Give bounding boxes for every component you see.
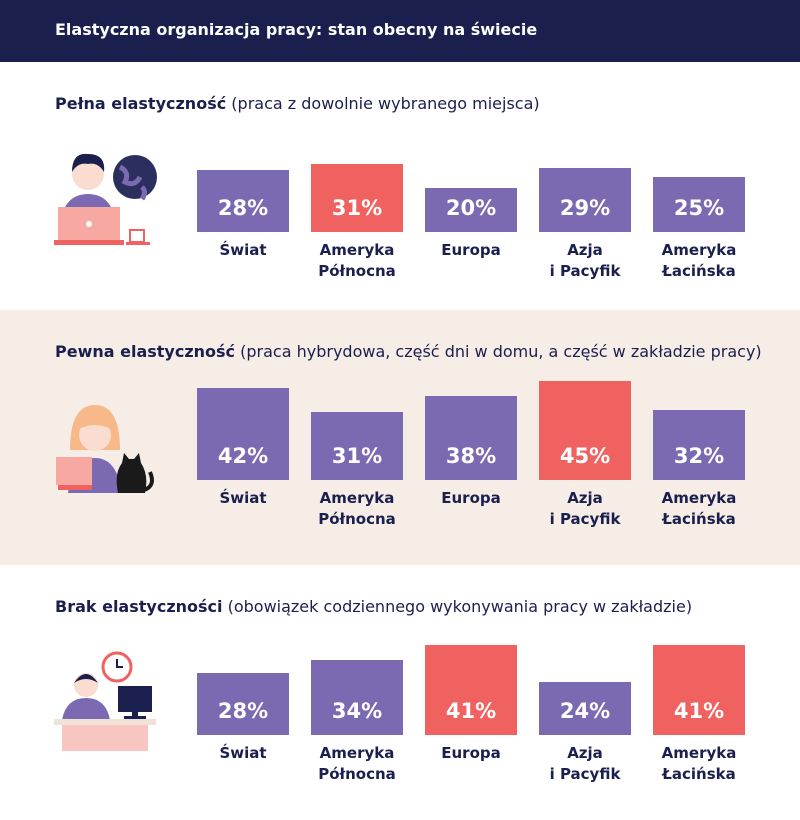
bar [539, 682, 631, 735]
category-label: Świat [219, 241, 267, 259]
header: Elastyczna organizacja pracy: stan obecn… [0, 0, 800, 62]
value-label: 34% [331, 699, 383, 723]
value-label: 28% [217, 196, 269, 220]
bar [425, 188, 517, 232]
category-label: Ameryka Północna [318, 241, 396, 280]
bar [197, 170, 289, 232]
value-label: 45% [559, 444, 611, 468]
bar [653, 644, 745, 735]
category-label: Azja i Pacyfik [549, 744, 621, 783]
bar [425, 396, 517, 480]
icon-remote [54, 153, 157, 245]
value-label: 41% [445, 699, 497, 723]
section: Brak elastyczności (obowiązek codzienneg… [0, 565, 800, 820]
value-label: 20% [445, 196, 497, 220]
category-label: Europa [441, 241, 501, 259]
bar [197, 387, 289, 480]
icon-hybrid [56, 405, 154, 493]
value-label: 38% [445, 444, 497, 468]
section-title-bold: Brak elastyczności [55, 597, 223, 616]
value-label: 28% [217, 699, 269, 723]
category-label: Azja i Pacyfik [549, 489, 621, 528]
value-label: 32% [673, 444, 725, 468]
category-label: Azja i Pacyfik [549, 241, 621, 280]
category-label: Świat [219, 744, 267, 762]
section: Pewna elastyczność (praca hybrydowa, czę… [0, 310, 800, 565]
value-label: 25% [673, 196, 725, 220]
category-label: Europa [441, 744, 501, 762]
bar [311, 411, 403, 480]
value-label: 41% [673, 699, 725, 723]
value-label: 42% [217, 444, 269, 468]
section-title: Pełna elastyczność (praca z dowolnie wyb… [55, 94, 540, 113]
value-label: 31% [331, 196, 383, 220]
section-title-bold: Pewna elastyczność [55, 342, 236, 361]
page-title: Elastyczna organizacja pracy: stan obecn… [55, 20, 538, 39]
section-title: Brak elastyczności (obowiązek codzienneg… [55, 597, 692, 616]
bar [653, 177, 745, 232]
category-label: Świat [219, 489, 267, 507]
section-subtitle: (praca z dowolnie wybranego miejsca) [231, 94, 540, 113]
bar [311, 660, 403, 735]
category-label: Ameryka Łacińska [661, 744, 737, 783]
bar [653, 409, 745, 480]
icon-office [54, 651, 156, 751]
bar [539, 168, 631, 232]
value-label: 24% [559, 699, 611, 723]
category-label: Ameryka Łacińska [661, 489, 737, 528]
bar [539, 381, 631, 480]
category-label: Europa [441, 489, 501, 507]
section-title-bold: Pełna elastyczność [55, 94, 227, 113]
bar [197, 673, 289, 735]
section: Pełna elastyczność (praca z dowolnie wyb… [0, 62, 800, 310]
category-label: Ameryka Łacińska [661, 241, 737, 280]
category-label: Ameryka Północna [318, 744, 396, 783]
bar [425, 644, 517, 735]
section-subtitle: (obowiązek codziennego wykonywania pracy… [227, 597, 693, 616]
section-title: Pewna elastyczność (praca hybrydowa, czę… [55, 342, 762, 361]
category-label: Ameryka Północna [318, 489, 396, 528]
value-label: 31% [331, 444, 383, 468]
value-label: 29% [559, 196, 611, 220]
section-subtitle: (praca hybrydowa, część dni w domu, a cz… [240, 342, 762, 361]
bar [311, 163, 403, 232]
